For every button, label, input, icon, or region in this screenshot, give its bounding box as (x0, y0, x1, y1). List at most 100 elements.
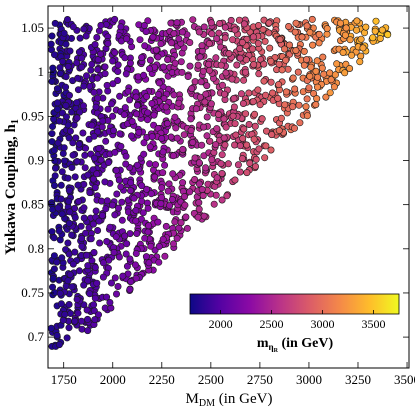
data-point (106, 298, 114, 306)
data-point (189, 16, 197, 24)
data-point (78, 63, 86, 71)
data-point (53, 105, 61, 113)
x-tick-labels: 1750 2000 2250 2500 2750 3000 3250 3500 (51, 372, 415, 387)
data-point (262, 127, 270, 135)
data-point (65, 300, 73, 308)
data-point (296, 119, 304, 127)
data-point (196, 53, 204, 61)
data-point (67, 309, 75, 317)
data-point (195, 180, 203, 188)
data-point (341, 31, 349, 39)
y-tick-label: 0.9 (28, 153, 44, 168)
data-point (91, 316, 99, 324)
data-point (199, 67, 207, 75)
data-point (112, 166, 120, 174)
data-point (186, 62, 194, 70)
data-point (224, 160, 232, 168)
data-point (313, 83, 321, 91)
data-point (167, 19, 175, 27)
data-point (150, 111, 158, 119)
data-point (104, 105, 112, 113)
data-point (149, 33, 157, 41)
y-axis-label-main: Yukawa Coupling, h (3, 123, 19, 254)
data-point (179, 179, 187, 187)
data-point (159, 235, 167, 243)
data-point (255, 21, 263, 29)
data-point (196, 93, 204, 101)
data-point (104, 39, 112, 47)
data-point (198, 42, 206, 50)
data-point (162, 103, 170, 111)
data-point (57, 195, 65, 203)
data-point (306, 28, 314, 36)
data-point (207, 100, 215, 108)
data-point (164, 56, 172, 64)
data-point (166, 202, 174, 210)
data-point (225, 49, 233, 57)
data-point (122, 250, 130, 258)
x-tick-label: 1750 (51, 372, 77, 387)
data-point (307, 63, 315, 71)
data-point (127, 278, 135, 286)
data-point (200, 123, 208, 131)
data-point (266, 44, 274, 52)
data-point (65, 134, 73, 142)
data-point (75, 198, 83, 206)
data-point (81, 164, 89, 172)
data-point (94, 66, 102, 74)
data-point (114, 77, 122, 85)
data-point (216, 19, 224, 27)
data-point (158, 194, 166, 202)
data-point (300, 47, 308, 55)
data-point (124, 87, 132, 95)
data-point (309, 41, 317, 49)
data-point (171, 113, 179, 121)
data-point (249, 45, 257, 53)
data-point (168, 39, 176, 47)
data-point (106, 223, 114, 231)
data-point (60, 29, 68, 37)
data-point (140, 139, 148, 147)
data-point (50, 182, 58, 190)
data-point (305, 84, 313, 92)
x-tick-label: 3000 (296, 372, 322, 387)
data-point (229, 112, 237, 120)
data-point (236, 168, 244, 176)
data-point (172, 124, 180, 132)
data-point (146, 160, 154, 168)
data-point (111, 274, 119, 282)
data-point (258, 115, 266, 123)
data-point (84, 262, 92, 270)
data-point (98, 211, 106, 219)
colorbar-label-subsub: R (274, 348, 279, 354)
data-point (194, 213, 202, 221)
data-point (177, 58, 185, 66)
data-point (132, 250, 140, 258)
data-point (268, 89, 276, 97)
data-point (63, 334, 71, 342)
data-point (50, 146, 58, 154)
data-point (240, 125, 248, 133)
data-point (122, 70, 130, 78)
data-point (56, 289, 64, 297)
data-point (93, 33, 101, 41)
data-point (48, 283, 56, 291)
data-point (92, 103, 100, 111)
y-tick-label: 0.8 (28, 241, 44, 256)
data-point (198, 141, 206, 149)
data-point (179, 145, 187, 153)
data-point (313, 57, 321, 65)
data-point (108, 100, 116, 108)
data-point (245, 89, 253, 97)
data-point (182, 213, 190, 221)
data-point (58, 254, 66, 262)
data-point (110, 248, 118, 256)
data-point (206, 66, 214, 74)
x-tick-label: 3500 (394, 372, 415, 387)
data-point (164, 187, 172, 195)
data-point (138, 182, 146, 190)
data-point (148, 100, 156, 108)
data-point (143, 93, 151, 101)
data-point (95, 311, 103, 319)
data-point (147, 242, 155, 250)
